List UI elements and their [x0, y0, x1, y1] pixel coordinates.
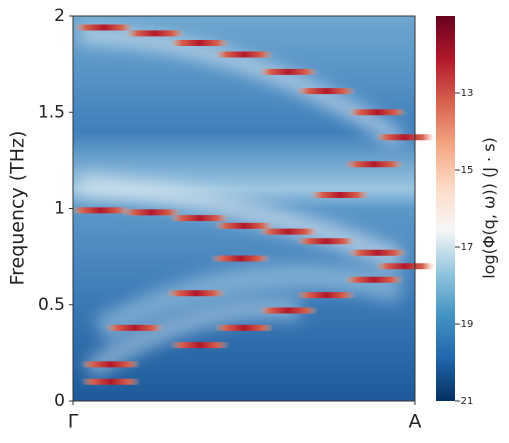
- mode-dash: [121, 209, 182, 216]
- y-axis-label: Frequency (THz): [7, 131, 29, 286]
- y-tick-label: 2: [54, 6, 65, 26]
- mode-dash: [169, 215, 230, 222]
- colorbar-tick-label: -13: [457, 88, 473, 99]
- mode-dash: [258, 307, 319, 314]
- mode-dash: [104, 324, 165, 331]
- mode-dash: [214, 51, 274, 58]
- mode-dash: [169, 342, 230, 349]
- mode-dash: [343, 161, 404, 168]
- mode-dash: [214, 324, 274, 331]
- mode-dash: [169, 39, 230, 46]
- mode-dash: [258, 68, 319, 75]
- mode-dash: [374, 134, 435, 141]
- x-tick-label: A: [409, 411, 422, 433]
- mode-dash: [73, 24, 134, 31]
- colorbar-tick-label: -19: [457, 319, 473, 330]
- y-tick-label: 1.5: [38, 102, 65, 122]
- y-tick-label: 0.5: [38, 295, 65, 315]
- colorbar: [436, 16, 455, 401]
- mode-dash: [166, 290, 227, 297]
- mode-dash: [347, 249, 408, 256]
- mode-dash: [80, 378, 141, 385]
- mode-dash: [296, 88, 357, 95]
- colorbar-tick-label: -17: [457, 242, 473, 253]
- colorbar-tick-label: -21: [457, 396, 473, 407]
- mode-dash: [80, 361, 141, 368]
- mode-dash: [214, 222, 274, 229]
- colorbar-label: log(Φ(q, ω)) (J · s): [480, 137, 499, 279]
- y-tick-label: 1: [54, 199, 65, 219]
- mode-dash: [125, 30, 186, 37]
- plot-area: [70, 16, 435, 401]
- colorbar-tick-label: -15: [457, 165, 473, 176]
- mode-dash: [210, 255, 271, 262]
- mode-dash: [347, 109, 408, 116]
- mode-dash: [374, 263, 435, 270]
- x-tick-label: Γ: [68, 411, 79, 433]
- mode-dash: [70, 207, 131, 214]
- mode-dash: [296, 238, 357, 245]
- y-tick-label: 0: [54, 391, 65, 411]
- mode-dash: [343, 276, 404, 283]
- mode-dash: [296, 292, 357, 299]
- mode-dash: [309, 192, 370, 199]
- mode-dash: [258, 228, 319, 235]
